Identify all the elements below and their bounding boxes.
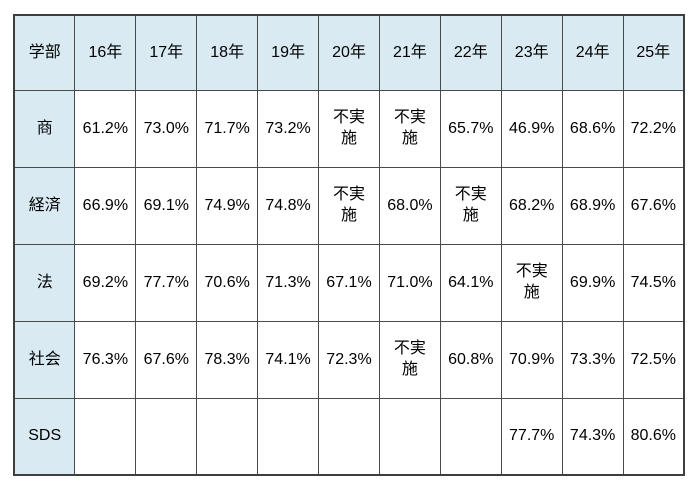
- row-label: SDS: [13, 397, 76, 476]
- value-cell: 77.7%: [135, 243, 198, 322]
- value-cell: 73.2%: [257, 89, 320, 168]
- value-cell: 69.1%: [135, 166, 198, 245]
- year-column-header: 16年: [74, 14, 137, 91]
- value-cell: [439, 397, 502, 476]
- value-cell: 76.3%: [74, 320, 137, 399]
- not-conducted-label: 不実施: [332, 185, 365, 224]
- not-conducted-label: 不実施: [454, 185, 487, 224]
- not-conducted-label: 不実施: [393, 108, 426, 147]
- value-cell: 70.6%: [196, 243, 259, 322]
- value-cell: [135, 397, 198, 476]
- row-label: 商: [13, 89, 76, 168]
- row-label: 経済: [13, 166, 76, 245]
- not-conducted-label: 不実施: [332, 108, 365, 147]
- value-cell: 73.0%: [135, 89, 198, 168]
- value-cell: 72.2%: [622, 89, 685, 168]
- value-cell: 67.6%: [622, 166, 685, 245]
- not-conducted-label: 不実施: [393, 339, 426, 378]
- not-conducted-cell: 不実施: [378, 89, 441, 168]
- table-header: 学部 16年 17年 18年 19年 20年 21年 22年 23年 24年 25年: [13, 14, 685, 91]
- year-column-header: 23年: [500, 14, 563, 91]
- corner-header: 学部: [13, 14, 76, 91]
- not-conducted-cell: 不実施: [439, 166, 502, 245]
- value-cell: 71.0%: [378, 243, 441, 322]
- value-cell: 72.3%: [318, 320, 380, 399]
- value-cell: 73.3%: [561, 320, 624, 399]
- results-table-container: 学部 16年 17年 18年 19年 20年 21年 22年 23年 24年 25年 商 61.2% 7…: [13, 14, 685, 476]
- not-conducted-label: 不実施: [515, 262, 548, 301]
- row-label: 法: [13, 243, 76, 322]
- value-cell: 71.7%: [196, 89, 259, 168]
- not-conducted-cell: 不実施: [318, 166, 380, 245]
- value-cell: 74.8%: [257, 166, 320, 245]
- value-cell: [257, 397, 320, 476]
- not-conducted-cell: 不実施: [500, 243, 563, 322]
- value-cell: 61.2%: [74, 89, 137, 168]
- value-cell: 65.7%: [439, 89, 502, 168]
- value-cell: 60.8%: [439, 320, 502, 399]
- year-column-header: 25年: [622, 14, 685, 91]
- value-cell: 68.0%: [378, 166, 441, 245]
- value-cell: 80.6%: [622, 397, 685, 476]
- table-row: 商 61.2% 73.0% 71.7% 73.2% 不実施 不実施 65.7% 46.9% 68.…: [13, 89, 685, 168]
- table-row: 経済 66.9% 69.1% 74.9% 74.8% 不実施 68.0% 不実施 68.2% 68…: [13, 166, 685, 245]
- year-column-header: 21年: [378, 14, 441, 91]
- value-cell: 46.9%: [500, 89, 563, 168]
- value-cell: [318, 397, 380, 476]
- year-column-header: 18年: [196, 14, 259, 91]
- table-body: 商 61.2% 73.0% 71.7% 73.2% 不実施 不実施 65.7% 46.9% 68.…: [13, 89, 685, 476]
- value-cell: 72.5%: [622, 320, 685, 399]
- not-conducted-cell: 不実施: [318, 89, 380, 168]
- row-label: 社会: [13, 320, 76, 399]
- not-conducted-cell: 不実施: [378, 320, 441, 399]
- year-column-header: 20年: [318, 14, 380, 91]
- year-column-header: 22年: [439, 14, 502, 91]
- value-cell: 74.3%: [561, 397, 624, 476]
- value-cell: 68.2%: [500, 166, 563, 245]
- value-cell: 78.3%: [196, 320, 259, 399]
- value-cell: 67.1%: [318, 243, 380, 322]
- value-cell: [378, 397, 441, 476]
- year-column-header: 19年: [257, 14, 320, 91]
- header-row: 学部 16年 17年 18年 19年 20年 21年 22年 23年 24年 25年: [13, 14, 685, 91]
- value-cell: 74.1%: [257, 320, 320, 399]
- pass-rate-table: 学部 16年 17年 18年 19年 20年 21年 22年 23年 24年 25年 商 61.2% 7…: [13, 14, 685, 476]
- value-cell: 68.6%: [561, 89, 624, 168]
- value-cell: 69.9%: [561, 243, 624, 322]
- value-cell: [196, 397, 259, 476]
- table-row: 法 69.2% 77.7% 70.6% 71.3% 67.1% 71.0% 64.1% 不実施 6…: [13, 243, 685, 322]
- table-row: SDS 77.7% 74.3% 80.6%: [13, 397, 685, 476]
- year-column-header: 24年: [561, 14, 624, 91]
- value-cell: 74.5%: [622, 243, 685, 322]
- value-cell: 77.7%: [500, 397, 563, 476]
- year-column-header: 17年: [135, 14, 198, 91]
- value-cell: 67.6%: [135, 320, 198, 399]
- value-cell: 69.2%: [74, 243, 137, 322]
- value-cell: 74.9%: [196, 166, 259, 245]
- value-cell: 70.9%: [500, 320, 563, 399]
- value-cell: 64.1%: [439, 243, 502, 322]
- value-cell: 68.9%: [561, 166, 624, 245]
- value-cell: 71.3%: [257, 243, 320, 322]
- value-cell: [74, 397, 137, 476]
- value-cell: 66.9%: [74, 166, 137, 245]
- table-row: 社会 76.3% 67.6% 78.3% 74.1% 72.3% 不実施 60.8% 70.9%…: [13, 320, 685, 399]
